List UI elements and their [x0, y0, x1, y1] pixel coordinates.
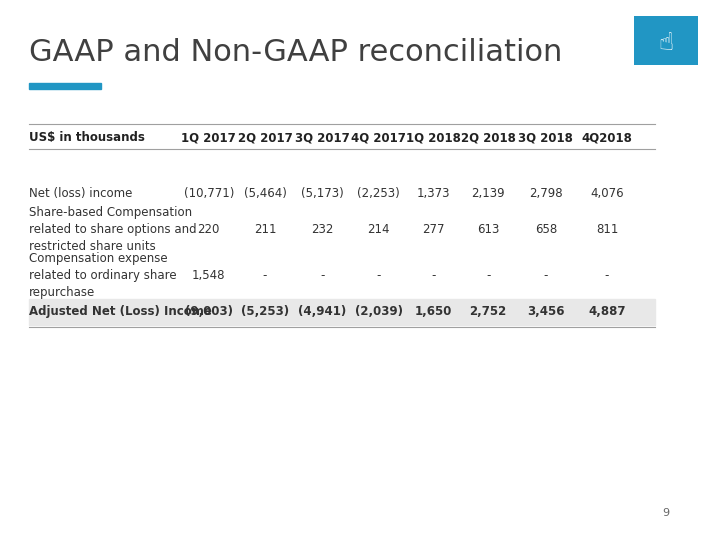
- Text: 2Q 2017: 2Q 2017: [238, 131, 292, 144]
- Text: (10,771): (10,771): [184, 187, 234, 200]
- Text: 658: 658: [535, 223, 557, 237]
- Text: -: -: [431, 269, 436, 282]
- Text: (2,253): (2,253): [357, 187, 400, 200]
- Text: 2,798: 2,798: [529, 187, 562, 200]
- Text: 4,076: 4,076: [590, 187, 624, 200]
- Text: (9,003): (9,003): [185, 305, 233, 318]
- Text: -: -: [544, 269, 548, 282]
- Text: -: -: [486, 269, 490, 282]
- Text: 613: 613: [477, 223, 500, 237]
- Text: US$ in thousands: US$ in thousands: [29, 131, 145, 144]
- Text: -: -: [377, 269, 381, 282]
- Text: 4Q 2017: 4Q 2017: [351, 131, 406, 144]
- Text: 4,887: 4,887: [588, 305, 626, 318]
- Text: 220: 220: [197, 223, 220, 237]
- Text: 2Q 2018: 2Q 2018: [461, 131, 516, 144]
- Text: 2,752: 2,752: [469, 305, 507, 318]
- Text: (4,941): (4,941): [298, 305, 347, 318]
- Text: (5,464): (5,464): [243, 187, 287, 200]
- Text: Share-based Compensation
related to share options and
restricted share units: Share-based Compensation related to shar…: [29, 206, 197, 253]
- Text: ☝: ☝: [658, 31, 674, 55]
- Text: (5,173): (5,173): [301, 187, 344, 200]
- Text: (2,039): (2,039): [355, 305, 402, 318]
- Text: 1,373: 1,373: [417, 187, 450, 200]
- Text: 1,650: 1,650: [415, 305, 452, 318]
- FancyBboxPatch shape: [631, 14, 701, 68]
- Text: 277: 277: [422, 223, 445, 237]
- Text: Adjusted Net (Loss) Income: Adjusted Net (Loss) Income: [29, 305, 212, 318]
- Text: (5,253): (5,253): [241, 305, 289, 318]
- Text: 1,548: 1,548: [192, 269, 225, 282]
- Text: 811: 811: [595, 223, 618, 237]
- Text: 214: 214: [367, 223, 390, 237]
- Text: 232: 232: [311, 223, 334, 237]
- Text: 9: 9: [662, 508, 670, 518]
- Text: 1Q 2018: 1Q 2018: [406, 131, 461, 144]
- Text: 4Q2018: 4Q2018: [582, 131, 632, 144]
- Text: -: -: [605, 269, 609, 282]
- Text: Net (loss) income: Net (loss) income: [29, 187, 132, 200]
- Text: 3,456: 3,456: [527, 305, 564, 318]
- Text: 2,139: 2,139: [472, 187, 505, 200]
- Text: 3Q 2017: 3Q 2017: [295, 131, 350, 144]
- Text: Compensation expense
related to ordinary share
repurchase: Compensation expense related to ordinary…: [29, 252, 176, 299]
- Text: 3Q 2018: 3Q 2018: [518, 131, 573, 144]
- Text: -: -: [320, 269, 325, 282]
- Text: -: -: [263, 269, 267, 282]
- Text: GAAP and Non-GAAP reconciliation: GAAP and Non-GAAP reconciliation: [29, 38, 562, 67]
- Text: 1Q 2017: 1Q 2017: [181, 131, 236, 144]
- Text: 211: 211: [253, 223, 276, 237]
